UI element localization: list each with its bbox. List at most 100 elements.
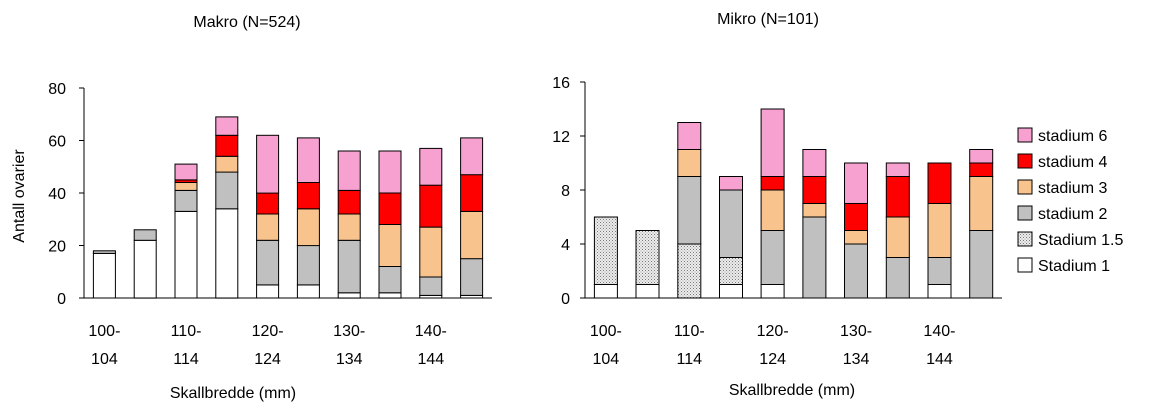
bar-stadium-2 — [844, 243, 868, 299]
bar-stadium-2 — [133, 229, 157, 241]
bar-stadium-3 — [378, 224, 402, 267]
bar-stadium-1 — [927, 284, 952, 299]
bar-stadium-4 — [885, 176, 910, 218]
bar-stadium-6 — [844, 162, 868, 204]
bar-stadium-3 — [927, 203, 952, 258]
bar-stadium-1-5 — [593, 216, 618, 285]
bar-stadium-4 — [337, 189, 361, 215]
y-tick-label: 16 — [552, 75, 570, 92]
bar-stadium-4 — [802, 176, 827, 204]
x-tick-label: 134 — [336, 351, 363, 368]
x-tick-label: 110- — [674, 323, 705, 340]
bar-stadium-1 — [92, 252, 116, 299]
x-tick-label: 134 — [843, 351, 870, 368]
bar-stadium-2 — [174, 189, 198, 212]
y-tick-label: 8 — [561, 183, 570, 200]
bar-stadium-2 — [460, 258, 484, 296]
x-tick-label: 100- — [88, 323, 120, 340]
x-tick-label: 140- — [923, 323, 955, 340]
bar-stadium-2 — [760, 230, 785, 285]
chart-makro: Makro (N=524) 0 20 40 60 80 Antall ovarier 100-… — [11, 14, 492, 402]
x-tick-label: 114 — [173, 351, 199, 368]
bar-stadium-1-5 — [635, 230, 660, 285]
x-tick-label: 124 — [254, 351, 281, 368]
legend-label-stadium-6: stadium 6 — [1038, 128, 1107, 145]
chart-title: Mikro (N=101) — [717, 11, 819, 28]
bar-stadium-3 — [296, 208, 320, 247]
bar-stadium-4 — [419, 184, 443, 228]
x-tick-label: 104 — [91, 351, 118, 368]
bar-stadium-3 — [677, 149, 702, 177]
bar-stadium-3 — [174, 182, 198, 191]
bar-stadium-1 — [215, 208, 239, 299]
y-tick-label: 20 — [48, 239, 66, 256]
y-tick-label: 40 — [48, 186, 66, 203]
x-axis-label: Skallbredde (mm) — [729, 382, 855, 399]
bar-stadium-1 — [593, 284, 618, 299]
bar-stadium-3 — [802, 203, 827, 218]
bar-stadium-1 — [296, 284, 320, 299]
bar-stadium-6 — [760, 108, 785, 177]
bar-stadium-2 — [296, 245, 320, 286]
bar-stadium-6 — [296, 137, 320, 183]
bar-stadium-3 — [337, 213, 361, 241]
bar-stadium-1 — [133, 239, 157, 299]
bar-stadium-4 — [215, 134, 239, 157]
bar-stadium-3 — [760, 189, 785, 231]
legend-swatch-stadium-3 — [1017, 179, 1033, 195]
x-tick-label: 144 — [926, 351, 953, 368]
bar-stadium-2 — [337, 239, 361, 294]
bar-stadium-4 — [296, 182, 320, 210]
legend: stadium 6 stadium 4 stadium 3 stadium 2 Stad… — [1017, 127, 1123, 275]
bar-stadium-6 — [215, 116, 239, 136]
x-tick-label: 140- — [415, 323, 447, 340]
x-tick-label: 100- — [590, 323, 622, 340]
y-axis-label: Antall ovarier — [11, 149, 28, 243]
legend-swatch-stadium-6 — [1017, 127, 1033, 143]
legend-swatch-stadium-2 — [1017, 205, 1033, 221]
x-tick-label: 144 — [417, 351, 444, 368]
legend-swatch-stadium-1 — [1017, 257, 1033, 273]
bar-stadium-4 — [844, 203, 868, 231]
y-tick-label: 12 — [552, 129, 570, 146]
bar-stadium-3 — [419, 226, 443, 278]
y-tick-label: 4 — [561, 237, 570, 254]
x-tick-label: 130- — [840, 323, 872, 340]
bar-stadium-6 — [802, 149, 827, 177]
bar-stadium-2 — [419, 276, 443, 296]
bar-stadium-3 — [885, 216, 910, 258]
chart-title: Makro (N=524) — [193, 14, 300, 31]
bar-stadium-1 — [760, 284, 785, 299]
y-tick-label: 0 — [57, 291, 66, 308]
bar-stadium-1-5 — [719, 257, 743, 285]
bar-stadium-4 — [378, 192, 402, 225]
bar-stadium-3 — [969, 176, 994, 231]
bar-stadium-2 — [719, 189, 743, 258]
x-axis-label: Skallbredde (mm) — [170, 385, 296, 402]
bar-stadium-6 — [174, 163, 198, 181]
legend-label-stadium-1: Stadium 1 — [1038, 258, 1110, 275]
bar-stadium-6 — [969, 149, 994, 164]
bar-stadium-2 — [215, 171, 239, 210]
bar-stadium-2 — [256, 239, 280, 286]
bar-stadium-2 — [885, 257, 910, 299]
chart-mikro: Mikro (N=101) 0 4 8 12 16 100- 104 110- 114 120- 12… — [552, 11, 1002, 399]
legend-swatch-stadium-1-5 — [1017, 231, 1033, 247]
bar-stadium-1 — [174, 210, 198, 299]
bar-stadium-2 — [378, 266, 402, 294]
bar-stadium-2 — [927, 257, 952, 285]
bar-stadium-4 — [256, 192, 280, 215]
y-tick-label: 60 — [48, 134, 66, 151]
legend-label-stadium-2: stadium 2 — [1038, 206, 1107, 223]
bar-stadium-6 — [337, 150, 361, 191]
x-tick-label: 130- — [333, 323, 365, 340]
bar-stadium-4 — [927, 162, 952, 204]
bar-stadium-1 — [378, 292, 402, 299]
bar-stadium-3 — [256, 213, 280, 241]
x-tick-label: 120- — [252, 323, 284, 340]
bar-stadium-1 — [635, 284, 660, 299]
x-tick-label: 110- — [171, 323, 202, 340]
bar-stadium-1 — [337, 292, 361, 299]
